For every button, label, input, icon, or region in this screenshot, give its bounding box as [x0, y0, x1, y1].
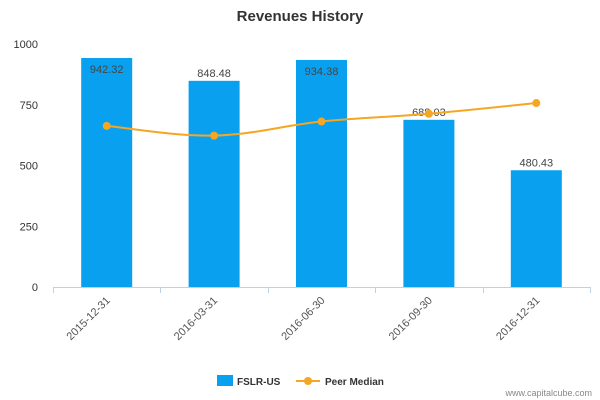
bar-2016-03-31[interactable] [188, 80, 240, 287]
bar-2016-09-30[interactable] [403, 119, 455, 287]
x-tick-label: 2016-03-31 [172, 295, 220, 343]
peer-median-point[interactable] [424, 109, 433, 118]
peer-median-point[interactable] [532, 99, 541, 108]
y-tick-label: 250 [20, 221, 38, 233]
data-label: 480.43 [519, 157, 553, 169]
chart-title: Revenues History [237, 8, 364, 25]
credit-text: www.capitalcube.com [504, 388, 592, 398]
legend-label-fslr: FSLR-US [237, 377, 281, 388]
legend-swatch-bar [217, 375, 233, 386]
bar-series [81, 58, 562, 288]
peer-median-point[interactable] [102, 121, 111, 130]
peer-median-point[interactable] [210, 131, 219, 140]
data-label: 848.48 [197, 68, 231, 80]
x-tick-label: 2015-12-31 [65, 295, 113, 343]
x-tick-label: 2016-09-30 [387, 295, 435, 343]
legend: FSLR-US Peer Median [217, 375, 384, 388]
legend-item-peer-median[interactable]: Peer Median [296, 377, 384, 388]
y-tick-label: 1000 [14, 39, 38, 51]
x-axis: 2015-12-31 2016-03-31 2016-06-30 2016-09-30… [53, 287, 591, 343]
y-tick-label: 750 [20, 100, 38, 112]
peer-median-point[interactable] [317, 117, 326, 126]
y-tick-label: 0 [32, 282, 38, 294]
legend-label-peer-median: Peer Median [325, 377, 384, 388]
legend-swatch-marker [304, 377, 312, 385]
legend-item-fslr[interactable]: FSLR-US [217, 375, 281, 388]
data-label: 934.38 [305, 66, 339, 78]
y-axis: 0 250 500 750 1000 [14, 39, 38, 294]
x-tick-label: 2016-12-31 [494, 295, 542, 343]
bar-2016-06-30[interactable] [296, 59, 347, 287]
bar-2016-12-31[interactable] [510, 170, 562, 287]
bar-2015-12-31[interactable] [81, 58, 133, 288]
y-tick-label: 500 [20, 161, 38, 173]
data-label: 942.32 [90, 64, 124, 76]
line-series [102, 99, 541, 140]
x-tick-label: 2016-06-30 [279, 295, 327, 343]
